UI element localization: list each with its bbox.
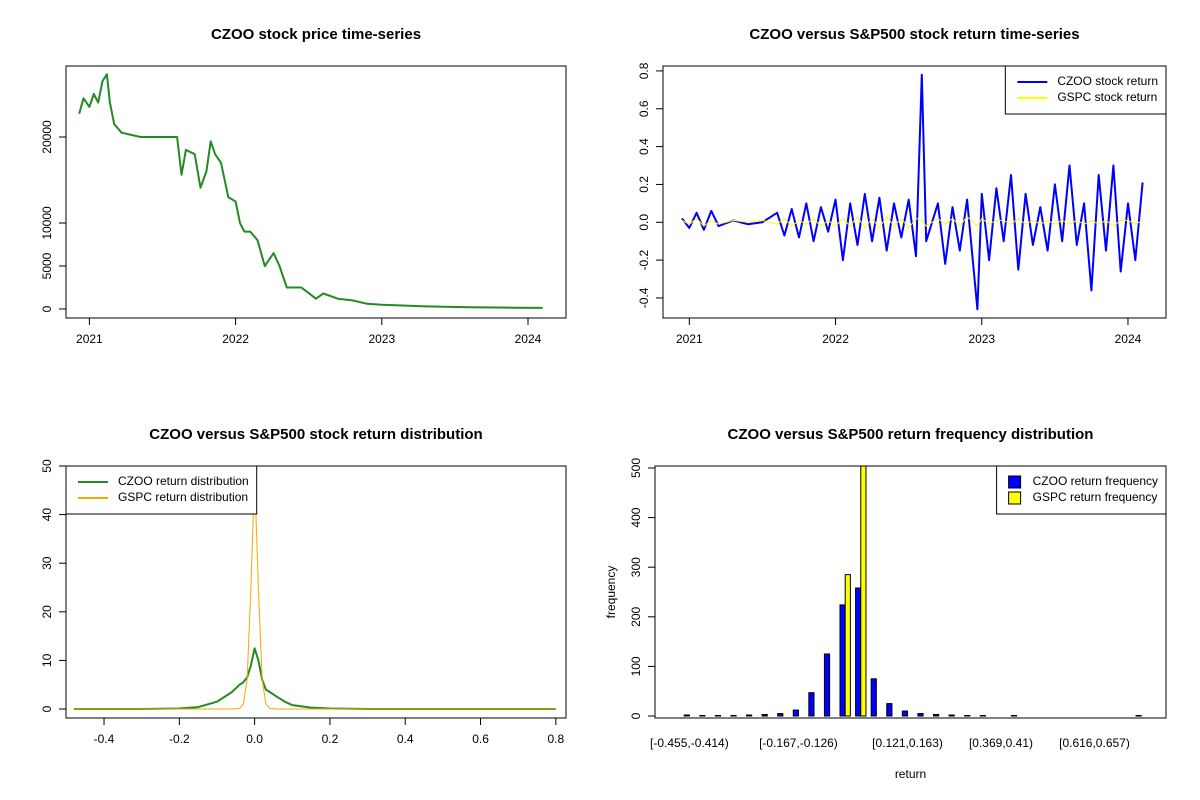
y-tick-label: -0.4 [637, 287, 651, 308]
x-tick-label: 2022 [822, 332, 849, 346]
panel: CZOO stock price time-series 0 5000 10000 20… [40, 26, 567, 346]
y-tick-label: 0.4 [637, 138, 651, 155]
legend-box [65, 465, 258, 515]
y-tick-label: 40 [40, 508, 54, 522]
legend-box [1004, 65, 1167, 115]
y-axis-label: frequency [604, 566, 618, 619]
bar [844, 574, 851, 717]
bar [792, 709, 799, 717]
legend-label: GSPC stock return [1057, 90, 1157, 104]
bar [683, 714, 690, 717]
chart-title: CZOO versus S&P500 stock return distribu… [149, 426, 482, 443]
x-tick-label: 2024 [1115, 332, 1142, 346]
chart-title: CZOO stock price time-series [211, 26, 421, 43]
y-tick-label: 10000 [40, 206, 54, 240]
x-tick-label: [0.121,0.163) [872, 736, 943, 750]
plot-frame [65, 65, 567, 319]
y-tick-label: 20000 [40, 120, 54, 154]
panel: CZOO versus S&P500 return frequency dist… [604, 426, 1167, 781]
y-tick-label: 5000 [40, 252, 54, 279]
y-tick-label: 0.8 [637, 62, 651, 79]
plot-frame [662, 65, 1167, 319]
x-tick-label: -0.2 [169, 732, 190, 746]
legend-label: CZOO stock return [1057, 74, 1158, 88]
y-tick-label: 300 [629, 557, 643, 577]
chart-title: CZOO versus S&P500 stock return time-ser… [749, 26, 1079, 43]
bar [901, 710, 909, 717]
x-tick-label: 0.8 [547, 732, 564, 746]
bar [808, 692, 815, 717]
y-tick-label: 0.0 [637, 214, 651, 231]
chart-title: CZOO versus S&P500 return frequency dist… [728, 426, 1094, 443]
y-tick-label: 0.2 [637, 176, 651, 193]
x-tick-label: 2022 [222, 332, 249, 346]
y-tick-label: 0.6 [637, 100, 651, 117]
legend: CZOO return frequency GSPC return frequen… [996, 465, 1167, 515]
x-tick-label: 2023 [968, 332, 995, 346]
y-tick-label: 500 [629, 458, 643, 478]
x-tick-label: 2023 [368, 332, 395, 346]
bar [839, 604, 846, 717]
bar [948, 714, 955, 717]
y-tick-label: 100 [629, 656, 643, 676]
bar [886, 703, 893, 717]
series-line [73, 475, 556, 710]
panel: CZOO versus S&P500 stock return distribu… [40, 426, 567, 746]
series-line [681, 216, 1143, 229]
bar [932, 714, 940, 717]
bar [777, 713, 784, 717]
legend: CZOO return distribution GSPC return dist… [65, 465, 258, 515]
x-tick-label: 0.6 [472, 732, 489, 746]
y-tick-label: 30 [40, 556, 54, 570]
legend-box [996, 465, 1167, 515]
legend-swatch [1008, 491, 1022, 505]
y-tick-label: 50 [40, 459, 54, 473]
bar [855, 587, 862, 717]
bar [823, 653, 831, 717]
x-tick-label: [-0.455,-0.414) [650, 736, 729, 750]
bar [746, 714, 753, 717]
series-line [78, 73, 543, 309]
legend: CZOO stock return GSPC stock return [1004, 65, 1167, 115]
y-tick-label: 10 [40, 653, 54, 667]
x-tick-label: 2024 [515, 332, 542, 346]
y-tick-label: 400 [629, 507, 643, 527]
y-tick-label: 20 [40, 605, 54, 619]
y-tick-label: 0 [40, 305, 54, 312]
x-tick-label: [-0.167,-0.126) [759, 736, 838, 750]
legend-label: CZOO return distribution [118, 474, 249, 488]
y-tick-label: 200 [629, 606, 643, 626]
plot-frame [65, 465, 567, 719]
bar [870, 678, 877, 717]
plot-frame [654, 465, 1167, 719]
x-tick-label: 0.2 [322, 732, 339, 746]
bar [917, 713, 924, 717]
x-tick-label: -0.4 [94, 732, 115, 746]
bar [860, 466, 867, 717]
x-tick-label: 2021 [76, 332, 103, 346]
x-tick-label: [0.369,0.41) [969, 736, 1033, 750]
y-tick-label: 0 [40, 705, 54, 712]
y-tick-label: -0.2 [637, 249, 651, 270]
plot-area [73, 475, 556, 710]
x-axis-label: return [895, 767, 926, 781]
x-tick-label: 0.0 [246, 732, 263, 746]
bar [761, 714, 768, 717]
x-tick-label: 0.4 [397, 732, 414, 746]
y-tick-label: 0 [629, 712, 643, 719]
legend-label: GSPC return frequency [1033, 490, 1158, 504]
x-tick-label: [0.616,0.657) [1059, 736, 1130, 750]
legend-swatch [1008, 475, 1022, 489]
series-line [681, 73, 1144, 311]
x-tick-label: 2021 [676, 332, 703, 346]
legend-label: CZOO return frequency [1033, 474, 1158, 488]
plot-area [681, 73, 1144, 311]
plot-area [78, 73, 543, 309]
panel: CZOO versus S&P500 stock return time-ser… [637, 26, 1167, 346]
legend-label: GSPC return distribution [118, 490, 248, 504]
plot-area [683, 466, 1142, 717]
